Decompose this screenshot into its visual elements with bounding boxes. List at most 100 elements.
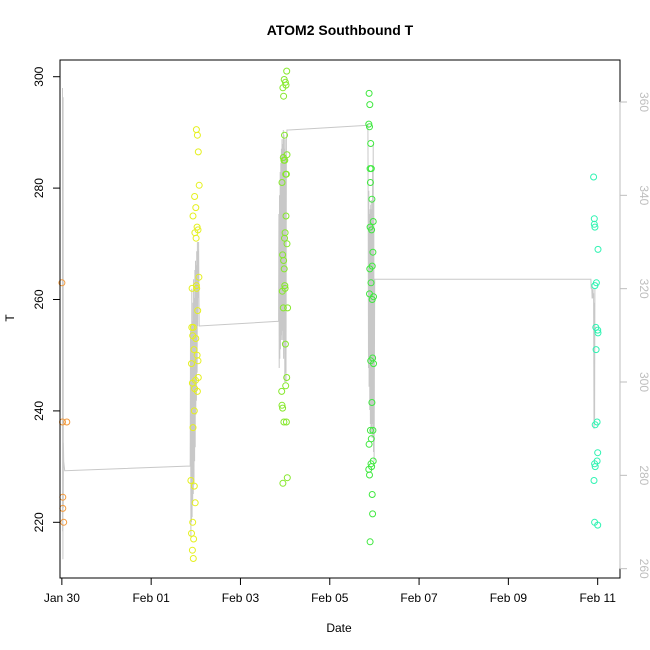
data-point-feb11 — [591, 421, 599, 429]
data-point-feb03 — [282, 418, 290, 426]
data-point-feb05 — [368, 195, 376, 203]
x-tick-label: Feb 05 — [311, 591, 349, 605]
data-point-feb02 — [192, 204, 200, 212]
data-point-feb03 — [281, 340, 289, 348]
data-point-feb02 — [195, 273, 203, 281]
data-point-feb11 — [594, 521, 602, 529]
data-point-feb11 — [594, 326, 602, 334]
data-point-feb03 — [278, 401, 286, 409]
data-point-feb05 — [366, 471, 373, 479]
x-axis-label: Date — [326, 621, 352, 635]
data-point-feb02 — [193, 284, 201, 292]
data-point-jan30 — [63, 418, 71, 426]
data-point-feb05 — [368, 226, 376, 234]
data-point-feb03 — [278, 179, 286, 186]
data-point-feb02 — [192, 282, 200, 290]
data-point-feb05 — [368, 262, 376, 270]
y2-tick-label: 360 — [637, 92, 650, 112]
y2-tick-label: 260 — [637, 559, 650, 579]
data-point-feb02 — [191, 499, 199, 507]
data-point-feb02 — [190, 535, 198, 543]
data-point-feb03 — [278, 387, 286, 395]
x-tick-label: Jan 30 — [44, 591, 80, 605]
data-point-feb05 — [369, 248, 377, 256]
data-point-feb05 — [369, 426, 377, 434]
y-tick-label: 300 — [32, 66, 46, 86]
data-point-feb11 — [592, 346, 600, 354]
y-tick-label: 220 — [32, 512, 46, 532]
data-point-feb03 — [282, 170, 290, 178]
data-point-feb03 — [282, 382, 290, 390]
data-point-feb05 — [366, 538, 374, 546]
data-point-feb02 — [192, 335, 200, 342]
data-point-feb02 — [190, 407, 198, 415]
data-point-feb05 — [366, 101, 374, 109]
data-point-feb05 — [367, 435, 375, 443]
data-point-feb03 — [283, 374, 291, 381]
scatter-points — [58, 67, 602, 562]
secondary-y-axis: 260 280 300 320 340 360 — [619, 92, 650, 579]
data-point-feb05 — [370, 360, 377, 368]
data-point-feb03 — [284, 304, 292, 312]
x-tick-label: Feb 11 — [579, 591, 616, 605]
data-point-feb03 — [280, 265, 288, 273]
data-point-feb03 — [280, 92, 288, 100]
data-point-feb02 — [195, 181, 203, 189]
data-point-feb02 — [194, 307, 202, 315]
x-tick-label: Feb 07 — [400, 591, 438, 605]
y2-tick-label: 320 — [637, 279, 650, 299]
data-point-feb11 — [590, 173, 598, 181]
data-point-feb05 — [369, 218, 377, 225]
data-point-feb03 — [279, 304, 287, 312]
data-point-feb02 — [189, 323, 197, 331]
data-point-feb02 — [189, 424, 197, 432]
data-point-feb03 — [281, 229, 289, 237]
data-point-feb05 — [367, 165, 375, 173]
data-point-feb03 — [278, 287, 286, 295]
data-point-feb03 — [281, 78, 289, 86]
y-tick-label: 260 — [32, 289, 46, 309]
chart-title: ATOM2 Southbound T — [267, 22, 414, 38]
data-point-feb03 — [279, 479, 287, 487]
x-axis: Jan 30 Feb 01 Feb 03 Feb 05 Feb 07 Feb 09 Feb … — [44, 577, 616, 605]
y-axis: 220 240 260 280 300 — [32, 66, 61, 532]
y-tick-label: 240 — [32, 401, 46, 421]
y-axis-label: T — [3, 314, 17, 322]
data-point-feb02 — [187, 477, 195, 484]
data-point-feb03 — [279, 84, 287, 92]
data-point-feb02 — [191, 193, 199, 200]
data-point-feb11 — [591, 223, 599, 231]
data-point-feb11 — [592, 279, 600, 287]
data-point-feb03 — [280, 257, 288, 264]
data-point-feb02 — [194, 148, 202, 156]
x-tick-label: Feb 03 — [222, 591, 260, 605]
y2-tick-label: 340 — [637, 185, 650, 205]
data-point-feb03 — [281, 156, 289, 164]
data-point-feb02 — [189, 212, 197, 220]
data-point-feb11 — [594, 329, 602, 337]
data-point-feb05 — [365, 120, 373, 128]
data-point-feb03 — [282, 212, 290, 220]
data-point-feb03 — [280, 418, 288, 426]
data-point-feb05 — [366, 426, 374, 434]
data-point-feb03 — [283, 67, 291, 75]
data-point-feb03 — [283, 474, 291, 482]
data-point-feb05 — [365, 89, 373, 97]
data-point-feb05 — [367, 279, 375, 287]
data-point-feb02 — [189, 555, 197, 562]
data-point-feb02 — [188, 546, 196, 554]
x-tick-label: Feb 09 — [490, 591, 528, 605]
data-point-feb02 — [192, 234, 200, 242]
data-point-feb02 — [190, 482, 198, 490]
data-point-feb11 — [594, 449, 602, 457]
data-point-feb02 — [188, 360, 195, 368]
data-point-jan30 — [58, 279, 66, 287]
x-tick-label: Feb 01 — [132, 591, 170, 605]
data-point-feb05 — [366, 123, 373, 131]
data-point-feb11 — [590, 220, 598, 228]
data-point-feb11 — [590, 477, 598, 484]
data-point-feb03 — [281, 282, 289, 290]
data-point-feb03 — [283, 240, 291, 248]
data-point-feb05 — [367, 140, 375, 147]
